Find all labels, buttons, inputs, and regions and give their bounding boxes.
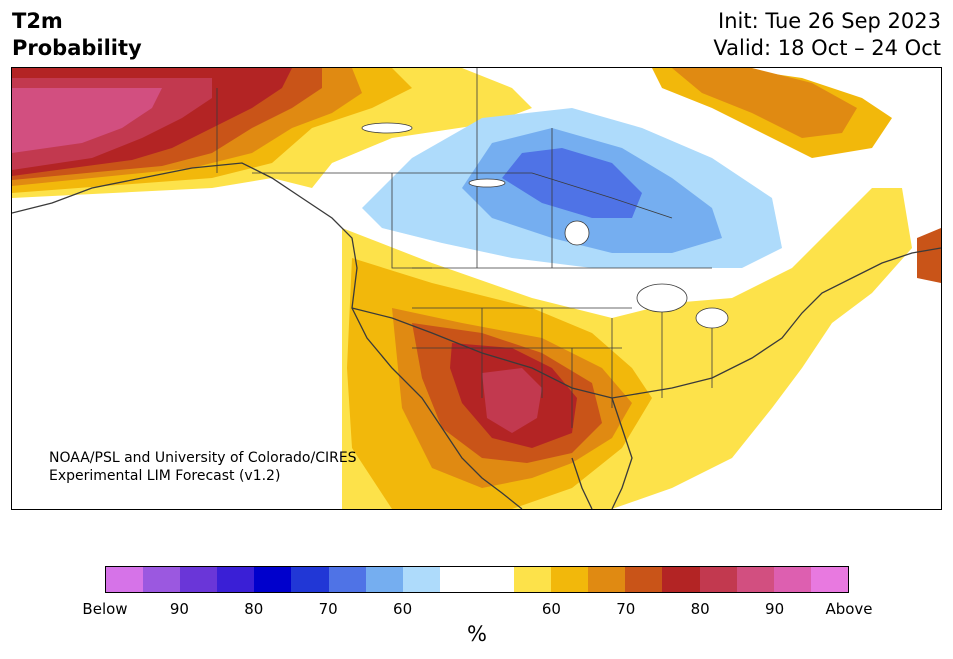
map-canvas bbox=[12, 68, 941, 509]
colorbar-segment bbox=[143, 567, 181, 592]
colorbar-segment bbox=[810, 567, 848, 592]
colorbar-segment bbox=[588, 567, 626, 592]
colorbar-tick-label: 80 bbox=[244, 600, 264, 618]
colorbar-tick-label: 60 bbox=[541, 600, 561, 618]
colorbar-tick-label: 60 bbox=[393, 600, 413, 618]
colorbar-tick-label: 80 bbox=[690, 600, 710, 618]
warm-region-75-east bbox=[917, 228, 941, 283]
title-line-2: Probability bbox=[12, 36, 142, 60]
colorbar-tick-label: Below bbox=[82, 600, 128, 618]
colorbar-segment bbox=[402, 567, 440, 592]
political-borders bbox=[216, 68, 713, 428]
colorbar-segment bbox=[625, 567, 663, 592]
warm-region-85 bbox=[482, 368, 542, 433]
colorbar-segment bbox=[514, 567, 552, 592]
title-line-1: T2m bbox=[12, 9, 63, 33]
colorbar bbox=[105, 566, 849, 593]
cool-region-70 bbox=[502, 148, 642, 218]
colorbar-tick-label: 90 bbox=[169, 600, 189, 618]
credit-line-1: NOAA/PSL and University of Colorado/CIRE… bbox=[49, 450, 357, 466]
colorbar-segment bbox=[439, 567, 477, 592]
colorbar-tick-label: 70 bbox=[616, 600, 636, 618]
init-date: Init: Tue 26 Sep 2023 bbox=[718, 9, 941, 33]
colorbar-segment bbox=[551, 567, 589, 592]
valid-dates: Valid: 18 Oct – 24 Oct bbox=[713, 36, 941, 60]
lakes bbox=[361, 122, 729, 329]
colorbar-tick-label: Above bbox=[825, 600, 873, 618]
colorbar-unit: % bbox=[467, 622, 487, 646]
colorbar-tick-label: 70 bbox=[318, 600, 338, 618]
colorbar-segment bbox=[773, 567, 811, 592]
coastlines bbox=[12, 162, 941, 509]
warm-region-90-north bbox=[12, 88, 162, 153]
colorbar-segment bbox=[662, 567, 700, 592]
probability-map bbox=[11, 67, 942, 510]
credit-line-2: Experimental LIM Forecast (v1.2) bbox=[49, 468, 281, 484]
colorbar-segment bbox=[180, 567, 218, 592]
colorbar-segment bbox=[736, 567, 774, 592]
date-info: Init: Tue 26 Sep 2023 Valid: 18 Oct – 24… bbox=[713, 8, 941, 62]
colorbar-tick-label: 90 bbox=[765, 600, 785, 618]
warm-region-70-east bbox=[672, 68, 857, 138]
map-title: T2m Probability bbox=[12, 8, 142, 62]
colorbar-segment bbox=[291, 567, 329, 592]
colorbar-segment bbox=[328, 567, 366, 592]
colorbar-segment bbox=[365, 567, 403, 592]
colorbar-segment bbox=[699, 567, 737, 592]
colorbar-segment bbox=[217, 567, 255, 592]
colorbar-segment bbox=[106, 567, 144, 592]
credit-text: NOAA/PSL and University of Colorado/CIRE… bbox=[49, 449, 357, 485]
colorbar-segment bbox=[254, 567, 292, 592]
colorbar-segment bbox=[476, 567, 515, 592]
